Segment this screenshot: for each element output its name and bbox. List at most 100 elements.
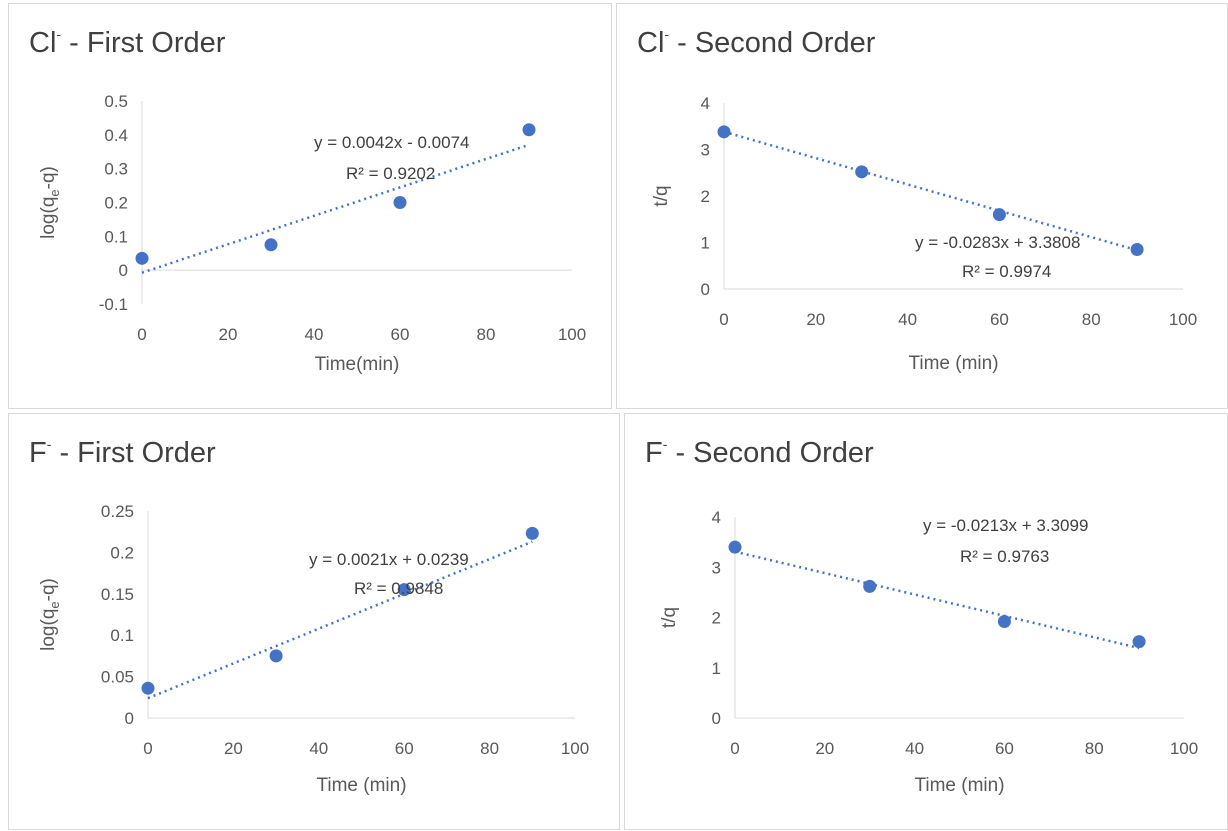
- y-axis-label-main: log(q: [38, 197, 59, 239]
- data-point: [525, 526, 539, 540]
- x-tick-label: 100: [1170, 739, 1198, 758]
- y-axis-label: log(qe-q): [38, 166, 62, 239]
- x-tick-label: 60: [391, 325, 410, 344]
- y-tick-label: 0.1: [110, 626, 134, 645]
- y-tick-label: 0: [701, 280, 710, 299]
- trendline-equation: y = 0.0021x + 0.0239: [309, 550, 469, 569]
- chart-title-ion: F: [29, 437, 47, 469]
- y-tick-label: 0.5: [104, 92, 128, 111]
- x-tick-label: 0: [143, 739, 152, 758]
- chart-title-rest: - Second Order: [667, 437, 874, 469]
- y-tick-label: 0.05: [101, 668, 134, 687]
- x-tick-label: 20: [815, 739, 834, 758]
- x-tick-label: 0: [719, 310, 728, 329]
- chart-title-charge: -: [56, 26, 61, 42]
- y-tick-label: 0.4: [104, 126, 128, 145]
- y-tick-label: 3: [701, 141, 710, 160]
- trendline-equation: y = -0.0213x + 3.3099: [923, 516, 1088, 535]
- y-tick-label: 3: [712, 558, 721, 577]
- chart-title-ion: Cl: [29, 27, 56, 59]
- x-tick-label: 0: [730, 739, 739, 758]
- data-point: [393, 196, 407, 209]
- x-axis-label: Time (min): [908, 353, 998, 374]
- y-tick-label: 0.15: [101, 585, 134, 604]
- x-tick-label: 80: [1085, 739, 1104, 758]
- x-tick-label: 80: [477, 325, 496, 344]
- y-tick-label: 2: [712, 609, 721, 628]
- y-axis-label-tail: -q): [38, 166, 59, 189]
- y-tick-label: 1: [701, 234, 710, 253]
- y-tick-label: 0.25: [101, 502, 134, 521]
- chart-title-rest: - First Order: [51, 437, 216, 469]
- x-axis-label: Time (min): [914, 775, 1004, 796]
- trendline-equation: y = 0.0042x - 0.0074: [314, 133, 469, 152]
- chart-title: Cl- - Second Order: [637, 26, 876, 59]
- chart-panel-f-first-order: F- - First Order 0 0.05 0.1 0.15 0.2 0.25 0 20 40…: [8, 413, 620, 830]
- x-tick-label: 100: [561, 739, 589, 758]
- y-tick-label: 0.1: [104, 227, 128, 246]
- y-axis-label: t/q: [651, 185, 672, 206]
- x-tick-label: 40: [305, 325, 324, 344]
- data-point: [1130, 242, 1144, 256]
- chart-panel-cl-second-order: Cl- - Second Order 0 1 2 3 4 0 20 40 60 80 100 Time …: [616, 3, 1228, 409]
- y-axis-label-main: log(q: [38, 609, 59, 651]
- y-tick-label: 4: [701, 94, 710, 113]
- chart-title-charge: -: [663, 436, 668, 452]
- y-tick-label: 0: [119, 261, 128, 280]
- trendline-r-squared: R² = 0.9974: [962, 262, 1051, 281]
- trendline-r-squared: R² = 0.9763: [960, 547, 1049, 566]
- x-tick-label: 100: [1169, 310, 1197, 329]
- data-point: [397, 583, 411, 597]
- x-tick-label: 20: [224, 739, 243, 758]
- data-point: [717, 125, 731, 139]
- x-tick-label: 40: [309, 739, 328, 758]
- x-tick-label: 60: [990, 310, 1009, 329]
- x-tick-label: 40: [898, 310, 917, 329]
- y-tick-label: 4: [712, 508, 721, 527]
- trendline-r-squared: R² = 0.9848: [354, 579, 443, 598]
- data-point: [863, 579, 877, 593]
- x-tick-label: 0: [137, 325, 146, 344]
- data-point: [728, 540, 742, 554]
- x-tick-label: 80: [480, 739, 499, 758]
- data-point: [141, 681, 155, 695]
- data-point: [997, 615, 1011, 629]
- data-point: [264, 238, 278, 252]
- x-tick-label: 40: [905, 739, 924, 758]
- y-tick-label: 0.2: [110, 543, 134, 562]
- x-tick-label: 80: [1082, 310, 1101, 329]
- chart-title-rest: - First Order: [61, 27, 226, 59]
- x-axis-label: Time(min): [315, 354, 400, 375]
- y-axis-label-main: t/q: [651, 185, 672, 206]
- data-point: [855, 165, 869, 179]
- y-tick-label: 1: [712, 659, 721, 678]
- trendline-equation: y = -0.0283x + 3.3808: [915, 233, 1080, 252]
- y-tick-label: -0.1: [99, 295, 128, 314]
- chart-panel-f-second-order: F- - Second Order 0 1 2 3 4 0 20 40 60 80 100 Time (…: [624, 413, 1228, 830]
- chart-svg: F- - First Order 0 0.05 0.1 0.15 0.2 0.25 0 20 40…: [29, 436, 589, 796]
- chart-title-charge: -: [47, 436, 52, 452]
- chart-panel-cl-first-order: Cl- - First Order -0.1 0 0.1 0.2 0.3 0.4 0.5 0 20…: [8, 3, 612, 409]
- chart-title-ion: Cl: [637, 27, 664, 59]
- chart-svg: Cl- - First Order -0.1 0 0.1 0.2 0.3 0.4 0.5 0 20…: [29, 26, 586, 375]
- x-tick-label: 100: [558, 325, 586, 344]
- y-tick-label: 0: [712, 709, 721, 728]
- trendline: [141, 143, 530, 274]
- chart-title-rest: - Second Order: [669, 27, 876, 59]
- trendline-r-squared: R² = 0.9202: [346, 164, 435, 183]
- y-axis-label-tail: -q): [38, 578, 59, 601]
- y-axis-label-main: t/q: [659, 607, 680, 628]
- y-axis-label-subscript: e: [47, 601, 62, 608]
- trendline: [734, 550, 1140, 650]
- y-axis-label: t/q: [659, 607, 680, 628]
- y-tick-label: 0: [125, 709, 134, 728]
- data-point: [135, 251, 149, 265]
- y-tick-label: 0.2: [104, 194, 128, 213]
- chart-title-charge: -: [664, 26, 669, 42]
- data-point: [269, 649, 283, 663]
- x-axis-label: Time (min): [316, 775, 406, 796]
- x-tick-label: 60: [995, 739, 1014, 758]
- y-axis-label: log(qe-q): [38, 578, 62, 651]
